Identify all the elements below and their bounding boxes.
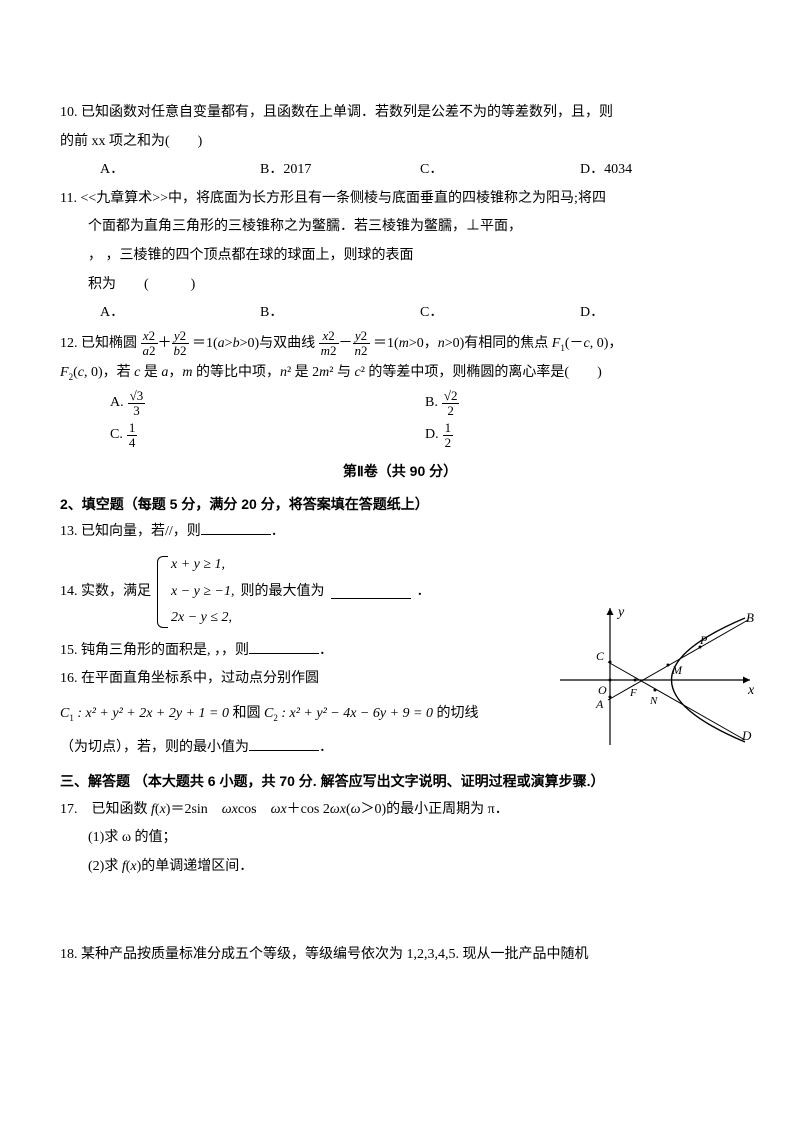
frac-y2b2: y2b2 bbox=[172, 329, 189, 359]
frac-x2a2: x2a2 bbox=[141, 329, 158, 359]
label-y: y bbox=[616, 605, 625, 620]
q12-options: A.√33 B.√22 C.14 D.12 bbox=[60, 389, 740, 450]
q12-opt-c: C.14 bbox=[110, 421, 425, 451]
section-2-head: 2、填空题（每题 5 分，满分 20 分，将答案填在答题纸上） bbox=[60, 491, 740, 518]
q10-text: 10. 已知函数对任意自变量都有，且函数在上单调．若数列是公差不为的等差数列，且… bbox=[60, 105, 613, 120]
label-o: O bbox=[598, 683, 607, 697]
q10-options: A． B．2017 C． D．4034 bbox=[60, 157, 740, 184]
question-12-l1: 12. 已知椭圆 x2a2＋y2b2 ＝1(a>b>0)与双曲线 x2m2－y2… bbox=[60, 329, 740, 359]
q10-opt-b: B．2017 bbox=[260, 157, 420, 184]
question-17: 17. 已知函数 f(x)＝2sin ωxcos ωx＋cos 2ωx(ω＞0)… bbox=[60, 797, 740, 824]
blank-16 bbox=[249, 737, 319, 751]
q10-opt-a: A． bbox=[100, 157, 260, 184]
q12-opt-b: B.√22 bbox=[425, 389, 740, 419]
q12-opt-d: D.12 bbox=[425, 421, 740, 451]
blank-15 bbox=[249, 640, 319, 654]
q11-opt-d: D． bbox=[580, 300, 740, 327]
part2-title: 第Ⅱ卷（共 90 分） bbox=[60, 458, 740, 485]
q17-part2: (2)求 f(x)的单调递增区间． bbox=[60, 854, 740, 881]
question-11-l2: 个面都为直角三角形的三棱锥称之为鳖臑．若三棱锥为鳖臑，⊥平面， bbox=[60, 214, 740, 241]
frac-y2n2: y2n2 bbox=[353, 329, 370, 359]
question-11-l1: 11. <<九章算术>>中，将底面为长方形且有一条侧棱与底面垂直的四棱锥称之为阳… bbox=[60, 186, 740, 213]
label-f: F bbox=[629, 687, 637, 699]
q10-opt-c: C． bbox=[420, 157, 580, 184]
q17-part1: (1)求 ω 的值； bbox=[60, 825, 740, 852]
question-13: 13. 已知向量，若//，则． bbox=[60, 519, 740, 546]
question-18: 18. 某种产品按质量标准分成五个等级，等级编号依次为 1,2,3,4,5. 现… bbox=[60, 942, 740, 969]
question-10: 10. 已知函数对任意自变量都有，且函数在上单调．若数列是公差不为的等差数列，且… bbox=[60, 100, 740, 127]
q11-opt-b: B． bbox=[260, 300, 420, 327]
q12-opt-a: A.√33 bbox=[110, 389, 425, 419]
section-3-head: 三、解答题 （本大题共 6 小题，共 70 分. 解答应写出文字说明、证明过程或… bbox=[60, 768, 740, 795]
label-b: B bbox=[746, 610, 754, 625]
label-n: N bbox=[649, 695, 658, 707]
q10-opt-d: D．4034 bbox=[580, 157, 740, 184]
label-a: A bbox=[595, 697, 604, 711]
label-x: x bbox=[747, 683, 755, 698]
question-11-l4: 积为 ( ) bbox=[60, 272, 740, 299]
label-d: D bbox=[741, 728, 752, 743]
brace-system: x + y ≥ 1, x − y ≥ −1, 2x − y ≤ 2, bbox=[157, 552, 235, 632]
q11-opt-c: C． bbox=[420, 300, 580, 327]
frac-x2m2: x2m2 bbox=[319, 329, 339, 359]
label-c: C bbox=[596, 649, 605, 663]
parabola-figure: y x O A C B D F M N P bbox=[550, 600, 760, 750]
blank-14 bbox=[331, 585, 411, 599]
label-p: P bbox=[699, 633, 708, 647]
blank-13 bbox=[201, 521, 271, 535]
q11-opt-a: A． bbox=[100, 300, 260, 327]
q11-options: A． B． C． D． bbox=[60, 300, 740, 327]
question-12-l2: F2(c, 0)，若 c 是 a，m 的等比中项，n² 是 2m² 与 c² 的… bbox=[60, 360, 740, 387]
question-11-l3: ， ，三棱锥的四个顶点都在球的球面上，则球的表面 bbox=[60, 243, 740, 270]
q10-line2: 的前 xx 项之和为( ) bbox=[60, 129, 740, 156]
label-m: M bbox=[671, 663, 683, 677]
